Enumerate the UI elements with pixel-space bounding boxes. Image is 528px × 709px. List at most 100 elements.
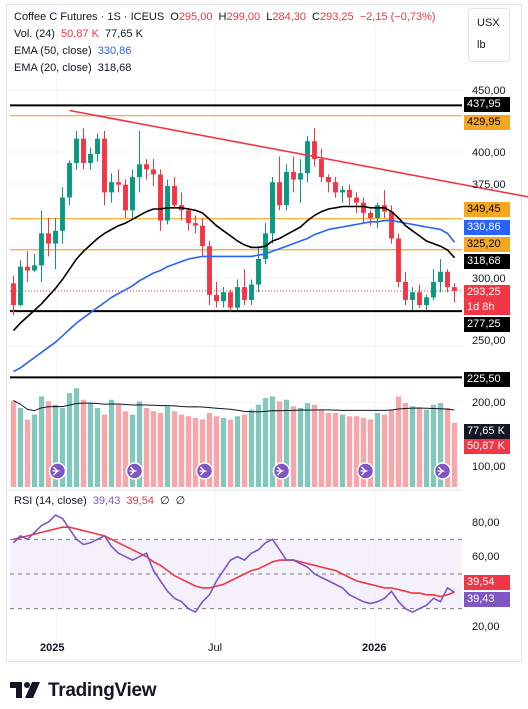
volume-bar [416,407,423,487]
volume-bar [248,409,255,487]
candle-body [319,159,324,178]
ema20-label: EMA (20, close) [14,62,92,74]
candle-body [312,141,317,160]
volume-bar [276,401,283,487]
open-value: 295,00 [178,11,213,23]
volume-bar [283,399,290,487]
currency-unit-button[interactable]: USX lb [468,8,510,62]
volume-bar [297,407,304,487]
candle-body [368,212,373,218]
volume-bar [122,411,129,487]
candle-body [445,271,450,288]
candle-body [88,154,93,163]
arrow-right-icon [437,466,445,476]
chart-frame [6,4,522,662]
arrow-right-icon [199,466,207,476]
price-tag: 429,95 [464,115,510,130]
candle-body [249,284,254,300]
candle-body [431,282,436,298]
price-axis-label: 100,00 [472,461,506,473]
volume-bar [234,416,241,487]
candle-body [165,186,170,221]
volume-bar [143,407,150,487]
volume-bar [262,398,269,487]
candle-body [291,171,296,180]
candle-body [340,189,345,193]
price-tag: 293,25 [464,285,510,300]
price-tag: 1d 8h [464,300,510,315]
arrow-right-icon [129,466,137,476]
volume-bar [409,406,416,487]
volume-bar [395,396,402,487]
volume-bar [108,399,115,487]
rsi-ma-line [13,526,455,598]
candle-body [277,182,282,206]
currency-label: USX [477,17,500,29]
candle-body [32,265,37,271]
low-value: 284,30 [272,11,306,23]
volume-bar [45,401,52,487]
ema50-label: EMA (50, close) [14,45,92,57]
volume-bar [444,407,451,487]
arrow-right-icon [276,466,284,476]
time-axis-label: 2025 [40,642,64,654]
volume-bar [227,419,234,487]
price-tag: 50,87 K [464,439,510,454]
price-tag: 39,54 [464,575,510,590]
price-axis-label: 200,00 [472,397,506,409]
volume-bar [80,399,87,487]
candle-body [403,282,408,300]
event-marker [125,462,144,480]
candle-body [207,246,212,295]
rsi-value-4: ∅ [175,495,186,507]
volume-bar [367,419,374,487]
volume-bar [52,404,59,487]
arrow-right-icon [52,466,60,476]
volume-bar [402,403,409,487]
close-value: 293,25 [320,11,354,23]
candle-body [417,292,422,306]
candle-body [172,186,177,206]
volume-bar [304,403,311,487]
candle-body [410,292,415,300]
candle-body [116,182,121,185]
candle-body [424,297,429,306]
candle-body [11,283,16,306]
volume-bar [290,406,297,487]
price-tag: 277,25 [464,317,510,332]
candle-body [144,164,149,170]
price-tag: 437,95 [464,97,510,112]
ema50-line [13,219,456,373]
event-marker [433,462,452,480]
volume-bar [164,406,171,487]
volume-bar [150,411,157,487]
candle-body [193,223,198,226]
volume-bar [339,414,346,487]
volume-bar [185,416,192,487]
candle-body [305,141,310,174]
volume-bar [31,414,38,487]
volume-bar [381,414,388,487]
price-tag: 225,50 [464,372,510,387]
price-tag: 39,43 [464,592,510,607]
volume-bar [451,422,458,487]
event-marker [48,462,67,480]
volume-bar [192,417,199,487]
unit-label: lb [477,39,486,51]
change-value: −2,15 (−0,73%) [359,11,436,23]
resistance-trendline [69,109,528,198]
volume-bar [199,419,206,487]
candle-body [326,177,331,183]
candle-body [39,233,44,266]
candle-body [53,230,58,244]
price-tag: 325,20 [464,237,510,252]
candle-body [452,287,457,291]
ema20-value: 318,68 [97,62,132,74]
candle-body [186,210,191,224]
volume-bar [255,404,262,487]
event-marker [356,462,375,480]
tradingview-brand: TradingView [10,680,157,702]
price-tag: 349,45 [464,202,510,217]
volume-label: Vol. (24) [14,28,55,40]
